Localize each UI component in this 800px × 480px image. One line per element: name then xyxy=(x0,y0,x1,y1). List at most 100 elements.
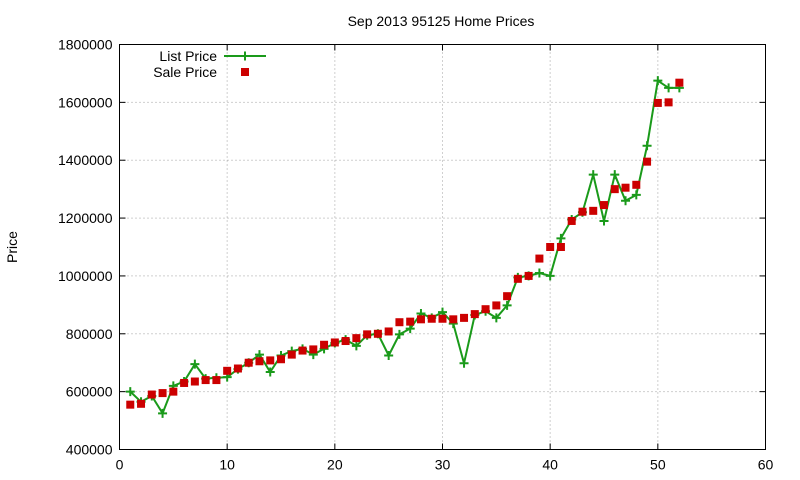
sale-price-point xyxy=(298,346,307,355)
sale-price-point xyxy=(395,318,404,327)
x-tick-label: 0 xyxy=(116,457,124,473)
list-price-point xyxy=(384,350,394,360)
sale-price-point xyxy=(535,254,544,263)
list-price-point xyxy=(621,196,631,206)
y-tick-label: 1400000 xyxy=(58,152,113,168)
sale-price-point xyxy=(653,98,662,107)
sale-price-point xyxy=(223,366,232,375)
sale-price-point xyxy=(320,340,329,349)
sale-price-point xyxy=(212,376,221,385)
y-tick-label: 800000 xyxy=(66,326,113,342)
sale-price-point xyxy=(546,243,555,251)
y-tick-label: 400000 xyxy=(66,442,113,458)
sale-price-point xyxy=(438,314,447,323)
y-tick-label: 1800000 xyxy=(58,37,113,53)
list-price-point xyxy=(653,76,663,86)
list-price-point xyxy=(631,190,641,200)
sale-price-point xyxy=(255,357,264,366)
legend-plus-marker xyxy=(240,51,250,61)
sale-price-point xyxy=(352,334,361,343)
sale-price-point xyxy=(287,350,296,359)
sale-price-point xyxy=(621,183,630,192)
list-price-point xyxy=(459,358,469,368)
list-price-point xyxy=(545,271,555,281)
list-price-point xyxy=(588,170,598,180)
list-price-point xyxy=(125,387,135,397)
sale-price-point xyxy=(610,185,619,194)
sale-price-point xyxy=(460,313,469,322)
data-series xyxy=(125,76,684,418)
sale-price-point xyxy=(416,315,425,324)
list-price-line xyxy=(129,79,680,416)
sale-price-point xyxy=(513,274,522,283)
x-tick-label: 50 xyxy=(650,457,666,473)
sale-price-point xyxy=(330,338,339,347)
sale-price-point xyxy=(406,317,415,326)
y-axis-label: Price xyxy=(4,231,20,263)
list-price-point xyxy=(534,268,544,278)
sale-price-point xyxy=(137,399,146,408)
list-price-point xyxy=(642,141,652,151)
list-price-point xyxy=(664,83,674,93)
chart-title: Sep 2013 95125 Home Prices xyxy=(348,13,535,29)
x-tick-label: 40 xyxy=(542,457,558,473)
series-line-plus xyxy=(125,76,684,418)
y-tick-label: 1200000 xyxy=(58,210,113,226)
sale-price-point xyxy=(632,180,641,189)
list-price-point xyxy=(491,313,501,323)
sale-price-point xyxy=(169,387,178,396)
sale-price-point xyxy=(363,330,372,339)
legend-label: List Price xyxy=(159,48,217,64)
x-tick-label: 30 xyxy=(435,457,451,473)
x-tick-label: 60 xyxy=(758,457,774,473)
sale-price-point xyxy=(266,356,275,365)
sale-price-point xyxy=(341,337,350,346)
sale-price-point xyxy=(190,377,199,386)
list-price-point xyxy=(265,367,275,377)
list-price-point xyxy=(158,408,168,418)
sale-price-point xyxy=(503,292,512,301)
sale-price-point xyxy=(126,400,135,409)
y-tick-label: 600000 xyxy=(66,384,113,400)
y-tick-label: 1600000 xyxy=(58,94,113,110)
sale-price-point xyxy=(180,378,189,387)
sale-price-point xyxy=(578,207,587,216)
list-price-point xyxy=(190,359,200,369)
sale-price-point xyxy=(449,315,458,324)
sale-price-point xyxy=(567,216,576,225)
sale-price-point xyxy=(277,355,285,364)
sale-price-point xyxy=(309,345,318,354)
sale-price-point xyxy=(675,78,684,87)
sale-price-point xyxy=(492,301,501,310)
sale-price-point xyxy=(244,358,253,367)
legend-label: Sale Price xyxy=(153,64,217,80)
sale-price-point xyxy=(470,310,479,319)
y-tick-label: 1000000 xyxy=(58,268,113,284)
sale-price-point xyxy=(201,376,210,385)
x-tick-label: 20 xyxy=(327,457,343,473)
sale-price-point xyxy=(158,389,167,398)
list-price-point xyxy=(394,329,404,339)
sale-price-point xyxy=(556,243,565,251)
sale-price-point xyxy=(427,314,436,323)
list-price-point xyxy=(610,170,620,180)
sale-price-point xyxy=(643,157,652,166)
list-price-point xyxy=(351,341,361,351)
sale-price-point xyxy=(481,305,490,314)
legend-square-marker xyxy=(241,68,249,76)
sale-price-point xyxy=(147,390,156,399)
sale-price-point xyxy=(600,201,608,210)
sale-price-point xyxy=(384,327,393,336)
list-price-point xyxy=(599,216,609,226)
list-price-point xyxy=(502,300,512,310)
sale-price-point xyxy=(589,206,598,215)
sale-price-point xyxy=(233,364,242,373)
x-tick-label: 10 xyxy=(219,457,235,473)
axis-ticks: 400000 600000 800000 1000000 1200000 1400000 1… xyxy=(58,37,774,473)
plot-frame xyxy=(119,44,766,450)
sale-price-point xyxy=(524,271,533,280)
list-price-point xyxy=(556,233,566,243)
series-square xyxy=(126,78,684,409)
